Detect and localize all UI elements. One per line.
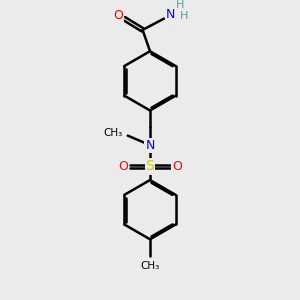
Text: CH₃: CH₃ [103,128,122,138]
Text: N: N [166,8,175,21]
Text: N: N [145,139,155,152]
Text: S: S [146,159,154,173]
Text: O: O [172,160,182,173]
Text: O: O [113,9,123,22]
Text: H: H [180,11,188,21]
Text: CH₃: CH₃ [140,262,160,272]
Text: O: O [118,160,128,173]
Text: H: H [176,0,184,10]
